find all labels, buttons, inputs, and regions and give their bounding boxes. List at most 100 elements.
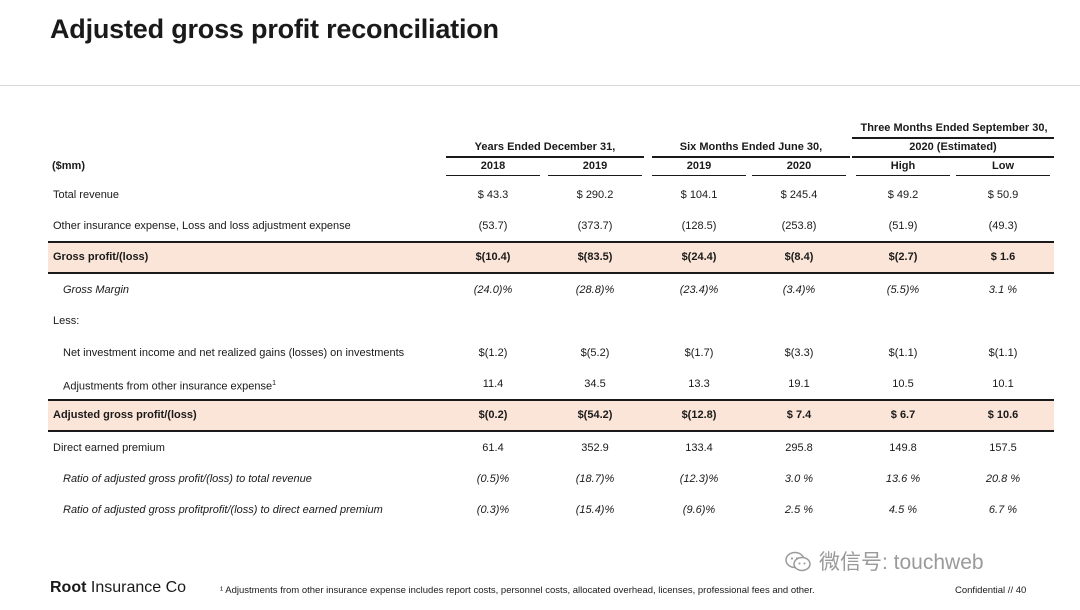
- table-cell: $(1.7): [684, 347, 714, 359]
- table-row: Net investment income and net realized g…: [48, 337, 1054, 369]
- col-header-high: High: [890, 160, 916, 172]
- table-cell: (28.8)%: [575, 284, 615, 296]
- row-label-text: Gross profit/(loss): [53, 251, 149, 263]
- row-label-text: Ratio of adjusted gross profitprofit/(lo…: [63, 504, 383, 516]
- table-cell: (24.0)%: [473, 284, 513, 296]
- table-cell: $(10.4): [475, 251, 511, 263]
- logo-insurance-co: Insurance Co: [86, 579, 187, 596]
- table-cell: $(8.4): [784, 251, 814, 263]
- table-cell: 10.1: [992, 378, 1014, 390]
- logo-root: Root: [50, 579, 87, 596]
- row-label-text: Adjustments from other insurance expense: [63, 380, 273, 393]
- col-header-2018: 2018: [480, 160, 506, 172]
- group-rule-six-months: [652, 156, 850, 158]
- col-rule: [752, 175, 846, 176]
- table-cell: (5.5)%: [886, 284, 920, 296]
- table-cell: $(54.2): [577, 409, 613, 421]
- wechat-icon: [785, 551, 811, 572]
- table-cell: $ 49.2: [887, 189, 919, 201]
- col-header-2019: 2019: [582, 160, 608, 172]
- table-row: Gross Margin (24.0)% (28.8)% (23.4)% (3.4)% (…: [48, 274, 1054, 306]
- footnote-mark: 1: [272, 380, 277, 387]
- table-cell: 352.9: [581, 442, 609, 454]
- row-label-text: Net investment income and net realized g…: [63, 347, 405, 359]
- table-cell: $(1.2): [478, 347, 508, 359]
- group-header-six-months: Six Months Ended June 30,: [679, 141, 823, 153]
- table-cell: (12.3)%: [679, 473, 719, 485]
- row-label: Less:: [53, 305, 79, 337]
- table-cell: (373.7): [577, 220, 613, 232]
- table-cell: (18.7)%: [575, 473, 615, 485]
- table-cell: (9.6)%: [682, 504, 716, 516]
- table-cell: $ 245.4: [780, 189, 818, 201]
- table-row: Direct earned premium 61.4 352.9 133.4 295.8…: [48, 432, 1054, 464]
- table-cell: 2.5 %: [784, 504, 814, 516]
- table-cell: 20.8 %: [985, 473, 1021, 485]
- row-label-text: Other insurance expense, Loss and loss a…: [53, 220, 351, 232]
- table-cell: 34.5: [584, 378, 606, 390]
- table-cell: $(24.4): [681, 251, 717, 263]
- row-label-text: Direct earned premium: [53, 442, 165, 454]
- col-rule: [652, 175, 746, 176]
- group-rule-three-months-mid: [852, 137, 1054, 139]
- col-rule: [548, 175, 642, 176]
- table-cell: 10.5: [892, 378, 914, 390]
- table-cell: 4.5 %: [888, 504, 918, 516]
- table-row: Adjustments from other insurance expense…: [48, 368, 1054, 400]
- table-cell: (253.8): [781, 220, 817, 232]
- col-header-low: Low: [992, 160, 1014, 172]
- company-logo: Root Insurance Co: [50, 579, 186, 597]
- row-label-text: Ratio of adjusted gross profit/(loss) to…: [63, 473, 312, 485]
- unit-label: ($mm): [52, 160, 86, 172]
- table-cell: (53.7): [478, 220, 508, 232]
- table-cell: $(1.1): [988, 347, 1018, 359]
- table-cell: $ 7.4: [786, 409, 812, 421]
- col-header-2020-six: 2020: [786, 160, 812, 172]
- row-label: Gross profit/(loss): [53, 243, 148, 272]
- table-cell: 295.8: [785, 442, 813, 454]
- table-cell: (128.5): [681, 220, 717, 232]
- table-cell: $(5.2): [580, 347, 610, 359]
- table-cell: 6.7 %: [988, 504, 1018, 516]
- watermark: 微信号: touchweb: [785, 546, 984, 576]
- table-cell: (0.3)%: [476, 504, 510, 516]
- table-cell: $ 43.3: [477, 189, 509, 201]
- table-row: Ratio of adjusted gross profitprofit/(lo…: [48, 494, 1054, 526]
- table-cell: $ 50.9: [987, 189, 1019, 201]
- table-cell: $ 104.1: [680, 189, 718, 201]
- table-row: Other insurance expense, Loss and loss a…: [48, 210, 1054, 242]
- table-row: Gross profit/(loss) $(10.4) $(83.5) $(24.4)…: [48, 241, 1054, 274]
- table-cell: 11.4: [482, 378, 504, 390]
- table-cell: 13.3: [688, 378, 710, 390]
- table-cell: $(2.7): [888, 251, 918, 263]
- col-header-2019-six: 2019: [686, 160, 712, 172]
- table-cell: $(0.2): [478, 409, 508, 421]
- table-cell: $ 6.7: [890, 409, 916, 421]
- group-rule-three-months: [852, 156, 1054, 158]
- table-cell: 61.4: [482, 442, 504, 454]
- table-cell: (23.4)%: [679, 284, 719, 296]
- col-rule: [856, 175, 950, 176]
- page-title: Adjusted gross profit reconciliation: [50, 14, 499, 44]
- table-row: Ratio of adjusted gross profit/(loss) to…: [48, 463, 1054, 495]
- row-label-text: Total revenue: [53, 189, 120, 201]
- table-cell: 149.8: [889, 442, 917, 454]
- table-cell: 3.0 %: [784, 473, 814, 485]
- table-cell: (51.9): [888, 220, 918, 232]
- row-label-text: Adjusted gross profit/(loss): [53, 409, 197, 421]
- table-row: Total revenue $ 43.3 $ 290.2 $ 104.1 $ 245.4…: [48, 179, 1054, 211]
- table-cell: $ 290.2: [576, 189, 614, 201]
- watermark-text: 微信号: touchweb: [819, 551, 984, 574]
- row-label: Other insurance expense, Loss and loss a…: [53, 210, 351, 242]
- row-label-text: Gross Margin: [63, 284, 130, 296]
- col-rule: [956, 175, 1050, 176]
- group-header-three-months-line1: Three Months Ended September 30,: [860, 122, 1048, 134]
- table-cell: 19.1: [788, 378, 810, 390]
- table-cell: $ 10.6: [987, 409, 1019, 421]
- group-rule-years: [446, 156, 644, 158]
- table-cell: 133.4: [685, 442, 713, 454]
- row-label: Total revenue: [53, 179, 119, 211]
- table-cell: $(3.3): [784, 347, 814, 359]
- table-cell: 13.6 %: [885, 473, 921, 485]
- table-cell: 157.5: [989, 442, 1017, 454]
